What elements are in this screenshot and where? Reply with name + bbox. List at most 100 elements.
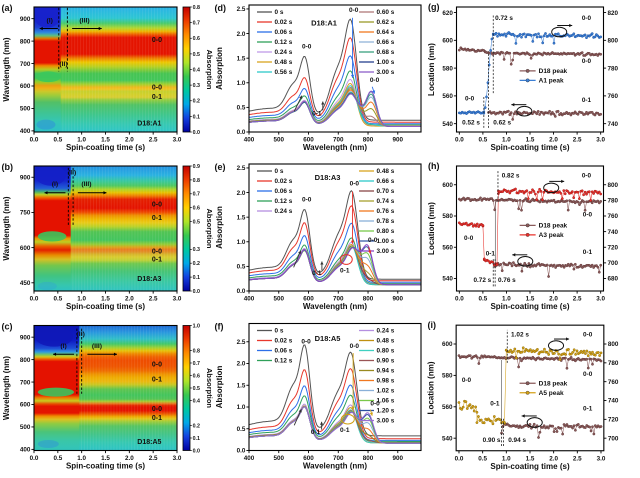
x-tick-label: 1.5 [101,455,110,462]
colorbar [182,165,191,292]
annotation: 0.62 s [493,119,511,126]
legend-label: 0.48 s [377,338,395,345]
y-tick-label: 500 [20,424,31,431]
panel-e-cell: 400 500 600 700 800 900 0.0 0.5 1.0 1.5 2.0 2.5 Wave… [213,159,426,318]
phase-label: (II) [59,61,67,68]
arrow-head [350,74,355,78]
x-tick-label: 0.5 [479,137,488,144]
y-tick-label: 0.5 [237,105,246,112]
arrow-head [39,26,43,31]
panel-c-heatmap: (II) (I) (III) 0-0 0-1 0-0 0-1 D18:A5 0.0 0.5 1.0 1… [2,322,214,471]
left-tick-label: 560 [442,404,453,411]
heatmap-blob [35,166,66,186]
x-axis-label: Spin-coating time (s) [66,143,145,152]
x-tick-label: 0.5 [53,296,62,303]
legend-label: 0.76 s [377,208,395,215]
legend-label: 0.80 s [377,228,395,235]
right-tick-label: 680 [608,276,619,283]
y-tick-label: 900 [20,334,31,341]
x-tick-label: 0.5 [53,455,62,462]
legend-label: 0.12 s [275,358,293,365]
heatmap-D18:A5 [34,325,177,451]
arrow-head [569,23,573,28]
series-0.02 s [248,205,421,282]
colorbar-tick-label: 0.0 [193,289,200,295]
annotation: 0-1 [311,429,321,436]
left-tick-label: 560 [442,93,453,100]
colorbar-tick-label: 0.2 [193,99,200,105]
legend-label: 0.56 s [275,69,293,76]
panel-letter: (i) [428,320,437,330]
annotation-ellipse [340,413,355,425]
x-axis-label: Spin-coating time (s) [490,302,569,311]
annotation: 0-0 [583,371,593,378]
annotation: 0-1 [583,249,593,256]
annotation: 1.02 s [511,332,529,339]
left-tick-label: 600 [442,38,453,45]
axes-box [248,163,422,292]
phase-label: (I) [60,343,66,350]
x-tick-label: 800 [363,296,374,303]
axis-indicator-ellipse [547,340,565,351]
y-tick-label: 2.0 [237,361,246,368]
annotation: 0-0 [349,7,359,14]
right-tick-label: 800 [608,341,619,348]
x-tick-label: 2.0 [549,455,558,462]
y-axis-label: Wavelength (nm) [2,196,11,260]
y-axis-label: Absorption [215,47,224,90]
colorbar-tick-label: 0.3 [193,83,200,89]
panel-letter: (d) [215,3,227,13]
legend-label: 0.02 s [275,178,293,185]
y-tick-label: 1.5 [237,214,246,221]
arrow-head [113,352,117,356]
x-tick-label: 2.0 [125,296,134,303]
colorbar-tick-label: 0.8 [193,348,200,354]
y-tick-label: 2.5 [237,6,246,13]
x-tick-label: 2.0 [125,455,134,462]
legend-label: 0.70 s [377,188,395,195]
x-tick-label: 2.0 [125,137,134,144]
y-tick-label: 0.0 [237,129,246,136]
band-label: 0-1 [152,94,162,101]
y-tick-label: 750 [20,210,31,217]
legend-label: 0.66 s [377,39,395,46]
left-tick-label: 540 [442,276,453,283]
heatmap-blob [34,7,61,28]
panel-d-cell: 400 500 600 700 800 900 0.0 0.5 1.0 1.5 2.0 2.5 Wave… [213,0,426,159]
x-tick-label: 600 [303,137,314,144]
phase-label: (III) [81,181,91,188]
legend-label: 0.24 s [275,49,293,56]
y-axis-label: Absorption [215,366,224,409]
x-tick-label: 0.0 [455,296,464,303]
y-tick-label: 600 [20,402,31,409]
annotation: 0.82 s [502,172,520,179]
y-tick-label: 600 [20,83,31,90]
colorbar-tick-label: 0.6 [193,373,200,379]
annotation: 0-0 [582,172,592,179]
panel-letter: (h) [428,161,440,171]
heatmap-blob [37,439,59,449]
x-tick-label: 0.5 [53,137,62,144]
legend-label: 0 s [275,328,284,335]
series-0.12 s [248,394,421,442]
y-axis-label: Absorption [215,206,224,249]
colorbar-tick-label: 0.8 [193,5,200,11]
x-tick-label: 400 [244,137,255,144]
scatter-series-D18 0-1 [487,109,603,121]
spectra-D18:A3 [248,189,421,286]
annotation: 0-0 [370,77,380,84]
annotation: 0.52 s [462,119,480,126]
annotation: 0.72 s [495,15,513,22]
band-label: 0-0 [152,84,162,91]
x-tick-label: 2.0 [549,137,558,144]
band-label: D18:A5 [137,439,161,446]
panel-h-cell: 0.0 0.5 1.0 1.5 2.0 2.5 3.0 600 580 560 540 800 780 7… [426,159,640,318]
annotation: 0-1 [486,251,496,258]
x-tick-label: 1.0 [502,296,511,303]
series-0.24 s [248,78,421,127]
annotation: 0-1 [582,97,592,104]
colorbar [182,6,191,133]
series-0.12 s [248,237,421,284]
colorbar-tick-label: 0.2 [193,261,200,267]
colorbar-tick-label: 0.6 [193,206,200,212]
